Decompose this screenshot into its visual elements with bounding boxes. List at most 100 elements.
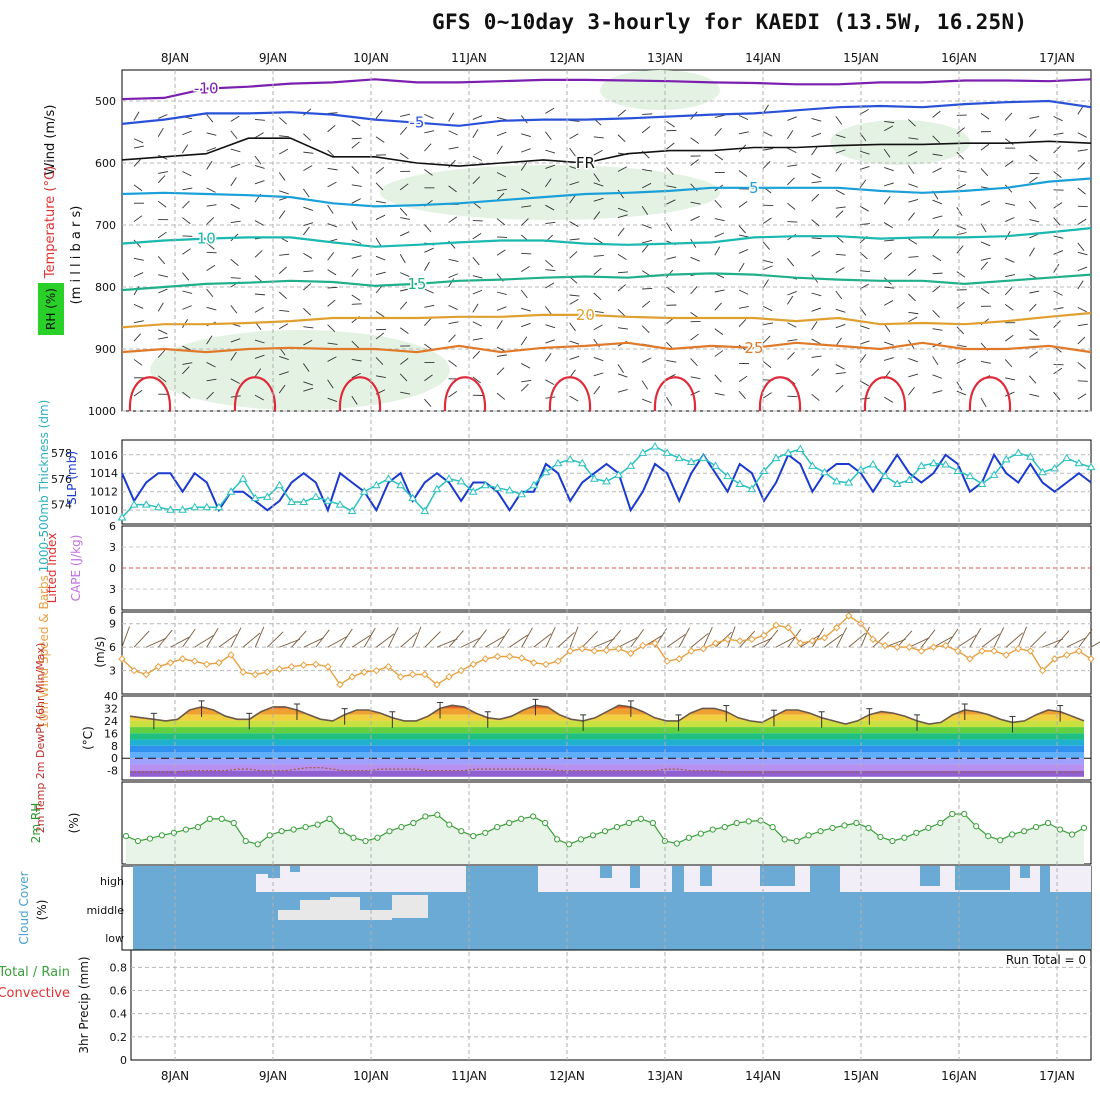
wind10m-barb xyxy=(630,629,645,648)
wind10m-point xyxy=(215,659,223,667)
upper-wind-barb xyxy=(327,342,338,345)
wind10m-tick-label: 6 xyxy=(109,641,116,654)
rh2m-point xyxy=(1009,831,1016,838)
isotherm-label: 15 xyxy=(407,275,426,293)
cloud-high-bar xyxy=(955,866,1010,890)
upper-wind-barb xyxy=(908,293,916,302)
lifted-index-panel: 6 3 0 3 6 Lifted Index CAPE (J/kg) xyxy=(45,520,1092,617)
wind10m-point xyxy=(348,673,356,681)
rh2m-point xyxy=(122,833,130,840)
upper-wind-barb xyxy=(811,321,818,330)
upper-wind-barb xyxy=(472,289,483,295)
upper-wind-barb xyxy=(327,124,336,133)
upper-wind-barb xyxy=(230,305,238,314)
upper-wind-barb xyxy=(279,190,289,195)
cloud-middle-gap xyxy=(392,895,402,918)
upper-wind-barb xyxy=(811,292,822,297)
upper-wind-barb xyxy=(762,217,772,224)
upper-wind-barb xyxy=(206,204,217,207)
upper-wind-barb xyxy=(520,289,528,299)
pressure-tick-label: 500 xyxy=(95,95,116,108)
upper-wind-barb xyxy=(182,200,190,209)
upper-wind-barb xyxy=(763,265,773,271)
thickness-point xyxy=(747,484,757,493)
upper-wind-barb xyxy=(666,199,676,205)
thickness-point xyxy=(735,479,745,487)
upper-wind-barb xyxy=(811,250,821,257)
wind10m-point xyxy=(796,639,805,647)
upper-wind-barb xyxy=(303,270,314,273)
upper-wind-barb xyxy=(327,181,337,188)
rh2m-point xyxy=(350,834,357,841)
wind10m-point xyxy=(566,647,574,655)
upper-wind-barb xyxy=(496,320,503,329)
cloud-level-label: low xyxy=(105,932,124,945)
upper-wind-barb xyxy=(738,375,748,383)
upper-wind-barb xyxy=(133,138,144,144)
upper-wind-barb xyxy=(230,203,240,210)
upper-wind-barb xyxy=(593,310,604,314)
precip-ylabel: 3hr Precip (mm) xyxy=(77,956,91,1053)
thickness-point xyxy=(541,467,551,476)
upper-wind-barb xyxy=(956,151,965,160)
upper-wind-barb xyxy=(593,237,603,244)
upper-wind-barb xyxy=(762,241,770,250)
upper-wind-barb xyxy=(593,267,602,275)
upper-wind-barb xyxy=(375,214,386,220)
upper-wind-barb xyxy=(980,360,991,364)
upper-wind-barb xyxy=(496,192,505,201)
thickness-point xyxy=(335,500,345,508)
upper-wind-barb xyxy=(762,361,772,368)
wind10m-barb xyxy=(460,637,482,648)
upper-wind-barb xyxy=(133,158,142,167)
cloud-high-bar xyxy=(290,866,300,872)
cloud-level-label: middle xyxy=(86,904,124,917)
upper-wind-barb xyxy=(738,234,749,238)
temp2m-tick-label: 40 xyxy=(104,690,118,703)
thickness-point xyxy=(711,461,720,469)
upper-wind-barb xyxy=(811,338,821,345)
rh2m-point xyxy=(793,837,800,845)
upper-wind-barb xyxy=(690,358,698,367)
wind10m-barb xyxy=(969,627,982,648)
upper-wind-barb xyxy=(1004,303,1014,311)
upper-wind-barb xyxy=(230,148,241,153)
upper-wind-barb xyxy=(545,269,556,271)
upper-wind-barb xyxy=(1077,266,1088,272)
thickness-point xyxy=(396,480,405,489)
upper-wind-barb xyxy=(351,166,360,174)
upper-wind-barb xyxy=(399,301,408,310)
wind10m-barb xyxy=(557,632,575,648)
upper-wind-barb xyxy=(569,166,580,170)
isotherm-30-loop xyxy=(758,376,802,412)
thickness-point xyxy=(880,471,890,480)
wind10m-barb xyxy=(739,630,756,648)
rh2m-point xyxy=(530,813,537,820)
upper-wind-barb xyxy=(279,371,289,376)
upper-wind-barb xyxy=(303,283,312,291)
upper-wind-barb xyxy=(956,271,966,278)
upper-wind-barb xyxy=(1053,263,1060,273)
rh2m-point xyxy=(218,815,225,823)
thickness-point xyxy=(493,483,502,491)
upper-wind-barb xyxy=(835,134,846,139)
upper-wind-ylabel: Wind (m/s) xyxy=(43,105,58,176)
wind10m-point xyxy=(263,668,272,676)
upper-wind-barb xyxy=(666,142,675,150)
upper-wind-barb xyxy=(1004,287,1013,296)
upper-wind-barb xyxy=(884,167,894,172)
upper-wind-barb xyxy=(182,144,189,154)
upper-wind-barb xyxy=(133,145,144,149)
date-label-bottom: 15JAN xyxy=(843,1069,879,1083)
wind10m-barb xyxy=(1066,637,1087,648)
isotherm-label: FR xyxy=(576,154,595,172)
wind10m-point xyxy=(1087,655,1095,663)
upper-wind-barb xyxy=(763,147,774,151)
isotherm-label: 5 xyxy=(749,179,759,197)
upper-wind-barb xyxy=(908,151,918,157)
date-label-top: 9JAN xyxy=(259,51,287,65)
upper-wind-barb xyxy=(424,261,430,271)
upper-wind-barb xyxy=(158,336,169,340)
upper-wind-barb xyxy=(859,150,870,155)
wind10m-barb xyxy=(848,632,866,648)
